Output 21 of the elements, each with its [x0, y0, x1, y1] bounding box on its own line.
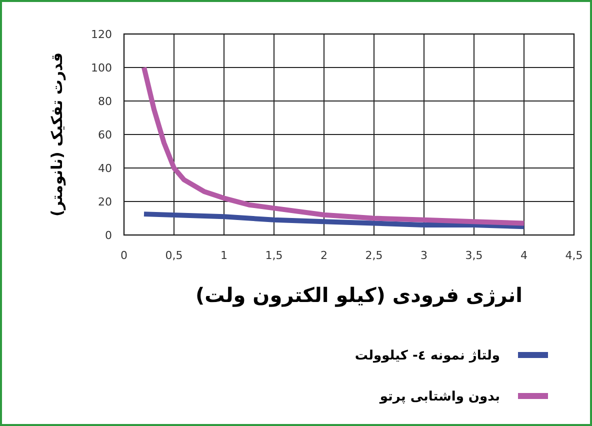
x-tick-label: 3: [420, 249, 428, 262]
y-tick-label: 120: [91, 28, 112, 41]
y-tick-label: 20: [98, 195, 112, 208]
x-tick-label: 1: [220, 249, 228, 262]
x-tick-label: 1,5: [265, 249, 283, 262]
x-tick-label: 2: [320, 249, 328, 262]
x-tick-label: 4,5: [565, 249, 583, 262]
y-tick-label: 100: [91, 61, 112, 74]
x-tick-label: 0: [120, 249, 128, 262]
y-axis-title: قدرت تفکیک (نانومتر): [48, 52, 66, 217]
y-tick-label: 40: [98, 162, 112, 175]
legend-label: بدون واشتابی پرتو: [378, 390, 500, 405]
x-tick-label: 3,5: [465, 249, 483, 262]
x-axis-title: انرژی فرودی (کیلو الکترون ولت): [195, 283, 523, 307]
x-tick-label: 0,5: [165, 249, 183, 262]
y-tick-label: 0: [105, 228, 112, 242]
x-tick-label: 2,5: [365, 249, 383, 262]
x-tick-label: 4: [520, 249, 528, 262]
y-tick-label: 80: [98, 94, 112, 108]
y-tick-label: 60: [98, 128, 112, 142]
legend-label: ولتاژ نمونه ٤- کیلوولت: [354, 348, 500, 364]
